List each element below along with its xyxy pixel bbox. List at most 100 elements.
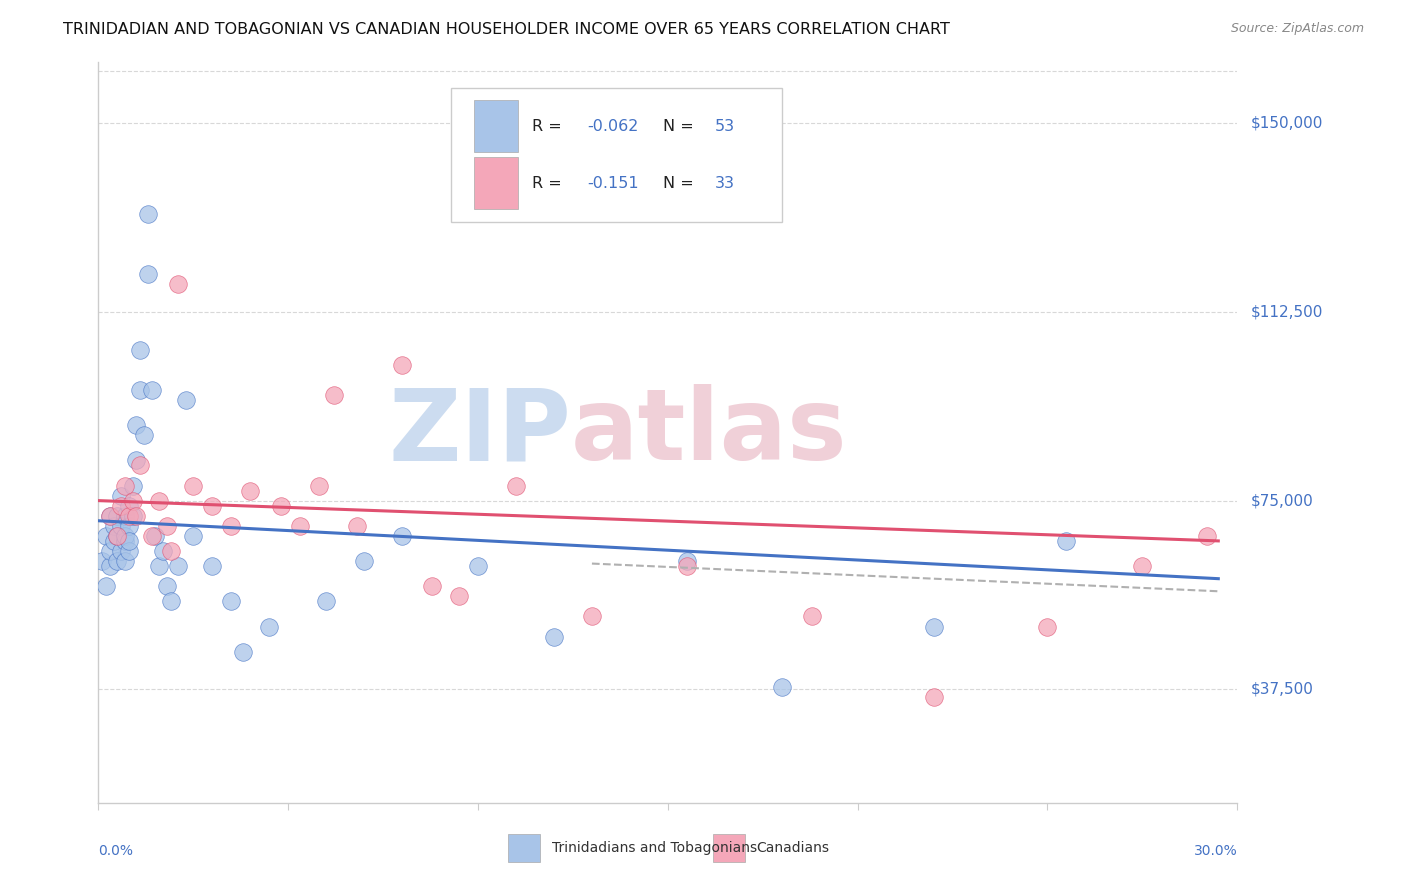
FancyBboxPatch shape [451, 88, 782, 221]
Point [183, 478, 205, 492]
Point [152, 544, 174, 558]
Point [148, 493, 170, 508]
Text: $37,500: $37,500 [1251, 682, 1315, 697]
Point [132, 428, 155, 442]
Point [118, 508, 141, 523]
Point [98, 508, 121, 523]
Point [391, 529, 413, 543]
Text: 30.0%: 30.0% [1194, 844, 1237, 857]
Point [125, 508, 148, 523]
Point [118, 544, 141, 558]
Text: $112,500: $112,500 [1251, 304, 1323, 319]
Text: 53: 53 [714, 119, 735, 134]
Point [118, 499, 141, 513]
Point [121, 478, 143, 492]
Point [107, 554, 129, 568]
Point [1056, 533, 1078, 548]
Text: TRINIDADIAN AND TOBAGONIAN VS CANADIAN HOUSEHOLDER INCOME OVER 65 YEARS CORRELAT: TRINIDADIAN AND TOBAGONIAN VS CANADIAN H… [63, 22, 950, 37]
Point [1195, 529, 1218, 543]
Text: 33: 33 [714, 176, 734, 191]
Point [288, 518, 311, 533]
Point [156, 579, 179, 593]
Point [1132, 559, 1154, 574]
Point [141, 529, 163, 543]
Point [467, 559, 489, 574]
Point [121, 508, 143, 523]
Point [91, 554, 114, 568]
Point [581, 609, 603, 624]
FancyBboxPatch shape [474, 101, 517, 153]
Point [103, 518, 125, 533]
Point [308, 478, 330, 492]
Point [270, 499, 292, 513]
Point [129, 383, 152, 397]
Point [449, 590, 471, 604]
Point [114, 554, 136, 568]
Point [129, 343, 152, 357]
Point [107, 508, 129, 523]
Point [676, 554, 699, 568]
Point [239, 483, 262, 498]
Point [136, 206, 159, 220]
Point [94, 529, 117, 543]
Point [801, 609, 824, 624]
Point [315, 594, 337, 608]
Point [167, 559, 190, 574]
Point [676, 559, 699, 574]
Point [148, 559, 170, 574]
Point [353, 554, 375, 568]
Text: ZIP: ZIP [388, 384, 571, 481]
Text: $150,000: $150,000 [1251, 115, 1323, 130]
Point [98, 544, 121, 558]
Text: 0.0%: 0.0% [98, 844, 134, 857]
Point [110, 518, 132, 533]
Point [107, 529, 129, 543]
Text: R =: R = [533, 176, 572, 191]
Point [156, 518, 179, 533]
Point [145, 529, 167, 543]
Text: R =: R = [533, 119, 567, 134]
Point [94, 579, 117, 593]
Point [201, 499, 224, 513]
Point [221, 594, 243, 608]
Point [391, 358, 413, 372]
Text: atlas: atlas [571, 384, 848, 481]
Point [505, 478, 527, 492]
Point [114, 533, 136, 548]
Point [125, 453, 148, 467]
Point [159, 544, 181, 558]
Point [543, 630, 565, 644]
Point [259, 619, 281, 633]
Point [125, 418, 148, 433]
Text: $75,000: $75,000 [1251, 493, 1315, 508]
Point [114, 508, 136, 523]
Point [129, 458, 152, 473]
FancyBboxPatch shape [713, 834, 745, 862]
Point [114, 478, 136, 492]
FancyBboxPatch shape [474, 157, 517, 209]
Point [98, 508, 121, 523]
Point [110, 544, 132, 558]
Point [110, 489, 132, 503]
Text: -0.062: -0.062 [586, 119, 638, 134]
Point [121, 493, 143, 508]
Point [136, 267, 159, 281]
Point [322, 388, 344, 402]
Text: N =: N = [664, 119, 699, 134]
Point [922, 619, 945, 633]
Point [103, 533, 125, 548]
Point [201, 559, 224, 574]
FancyBboxPatch shape [509, 834, 540, 862]
Text: N =: N = [664, 176, 699, 191]
Point [232, 645, 254, 659]
Point [922, 690, 945, 704]
Point [114, 529, 136, 543]
Text: -0.151: -0.151 [586, 176, 638, 191]
Point [346, 518, 368, 533]
Text: Source: ZipAtlas.com: Source: ZipAtlas.com [1230, 22, 1364, 36]
Point [221, 518, 243, 533]
Point [174, 392, 197, 407]
Point [141, 383, 163, 397]
Point [159, 594, 181, 608]
Point [98, 559, 121, 574]
